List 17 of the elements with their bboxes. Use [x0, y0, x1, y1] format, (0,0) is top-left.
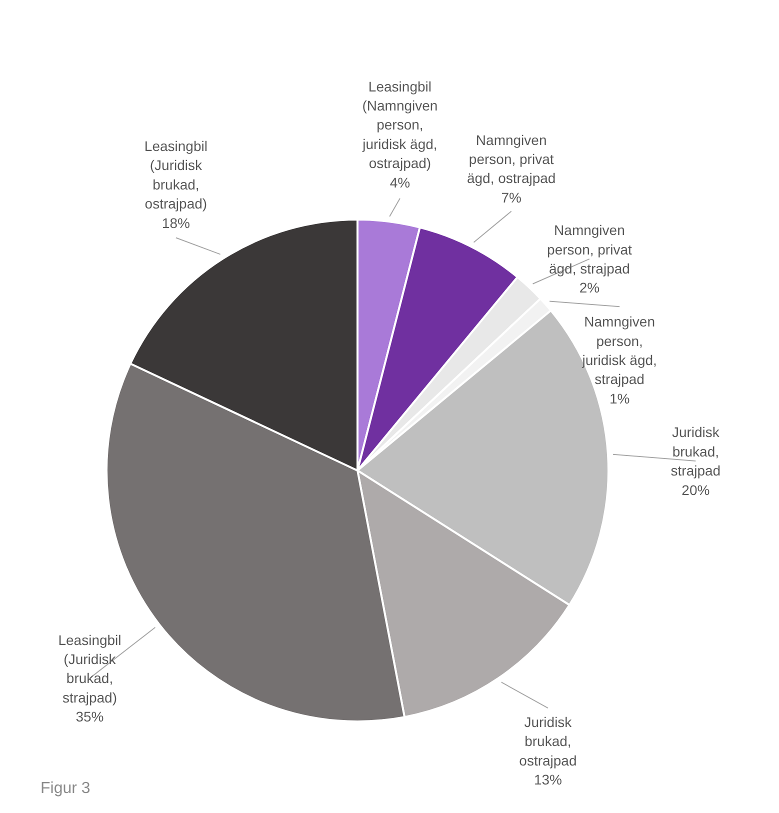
- slice-label: Leasingbil (Juridisk brukad, strajpad): [58, 632, 122, 706]
- slice-label: Namngiven person, privat ägd, strajpad: [547, 222, 632, 277]
- data-label: 2%: [579, 280, 600, 296]
- data-label: 20%: [682, 482, 710, 498]
- slice-label: Juridisk brukad, ostrajpad: [519, 714, 577, 768]
- slice-label: Namngiven person, juridisk ägd, strajpad: [581, 314, 657, 388]
- data-label: 4%: [390, 174, 410, 190]
- data-label: 7%: [501, 189, 522, 206]
- data-label: 13%: [534, 772, 562, 788]
- slice-label: Namngiven person, privat ägd, ostrajpad: [466, 132, 556, 186]
- slice-label: Leasingbil (Namngiven person, juridisk ägd, ostrajpad): [362, 78, 438, 172]
- data-label: 35%: [76, 708, 104, 725]
- slice-label: Juridisk brukad, strajpad: [670, 424, 721, 479]
- data-label: 1%: [609, 390, 630, 406]
- text: Figur 3: [40, 780, 90, 797]
- data-label: 18%: [162, 214, 190, 231]
- slice-label: Leasingbil (Juridisk brukad, ostrajpad): [144, 138, 208, 212]
